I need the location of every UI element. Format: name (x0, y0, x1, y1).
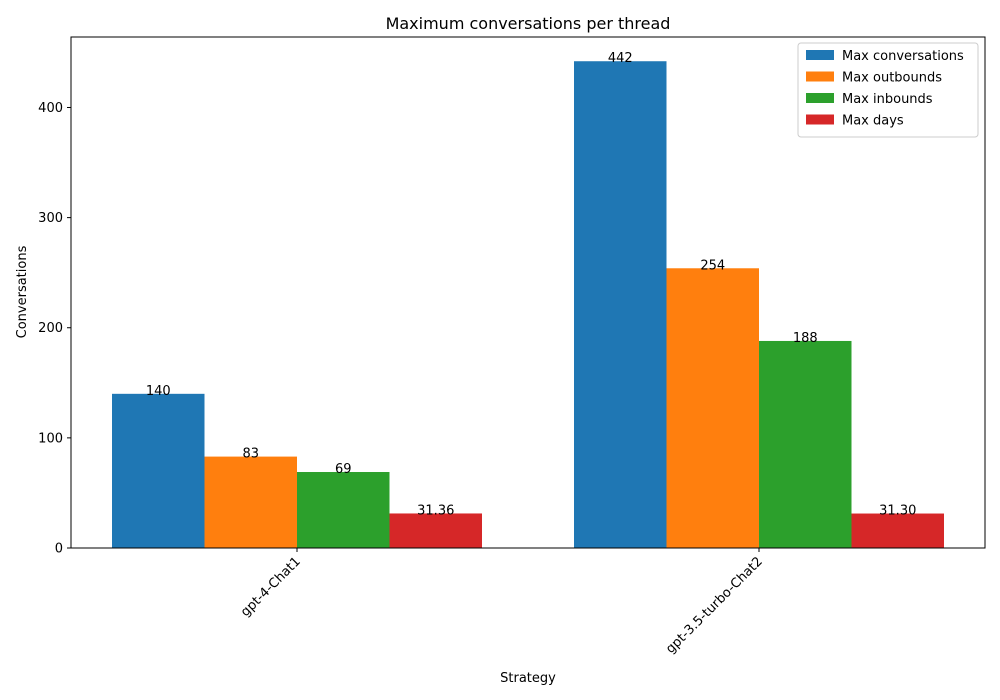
y-tick-label: 400 (38, 101, 63, 116)
bar (204, 456, 297, 548)
legend-swatch (806, 93, 834, 103)
y-tick-label: 300 (38, 211, 63, 226)
bars-group (112, 61, 944, 548)
legend: Max conversations Max outbounds Max inboun… (797, 42, 979, 138)
data-label: 69 (335, 462, 352, 477)
legend-entry: Max outbounds (842, 71, 942, 86)
legend-entry: Max inbounds (842, 92, 933, 107)
bar (851, 513, 944, 548)
y-axis-ticks: 0 100 200 300 400 (38, 101, 71, 557)
chart-title: Maximum conversations per thread (386, 14, 671, 33)
legend-entry: Max days (842, 114, 904, 129)
data-label: 442 (608, 51, 633, 66)
bar (112, 393, 205, 548)
bar (297, 472, 390, 548)
plot-area-frame (70, 36, 986, 549)
data-label: 254 (700, 258, 725, 273)
data-label: 83 (242, 447, 259, 462)
legend-swatch (806, 71, 834, 82)
bar (759, 340, 852, 548)
y-axis-label: Conversations (15, 245, 30, 338)
data-labels-group: 140 442 83 254 69 188 31.36 31.30 (146, 51, 917, 518)
bar (389, 513, 482, 548)
legend-frame (797, 42, 979, 138)
y-tick-label: 100 (38, 431, 63, 446)
data-label: 188 (793, 331, 818, 346)
bar (666, 268, 759, 548)
legend-entry: Max conversations (842, 49, 964, 64)
bar (574, 61, 667, 548)
legend-swatch (806, 114, 834, 125)
data-label: 140 (146, 384, 171, 399)
y-tick-label: 200 (38, 321, 63, 336)
y-tick-label: 0 (55, 542, 63, 557)
x-axis-label: Strategy (500, 671, 556, 686)
data-label: 31.30 (879, 504, 916, 519)
data-label: 31.36 (417, 503, 454, 518)
legend-swatch (806, 50, 834, 60)
